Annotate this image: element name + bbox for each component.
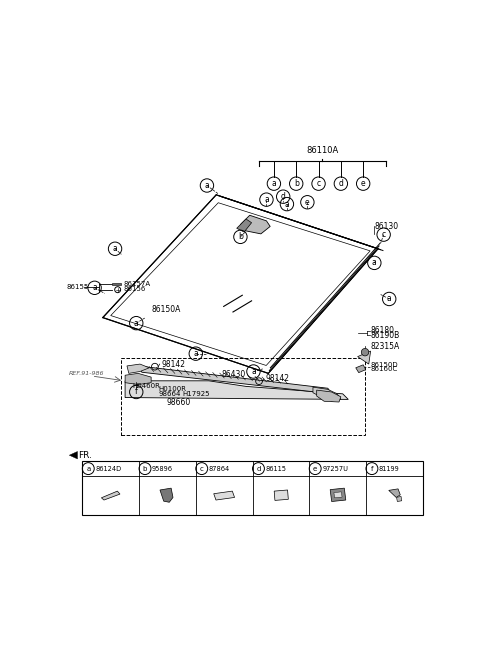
Polygon shape bbox=[214, 491, 235, 500]
Polygon shape bbox=[101, 491, 120, 500]
Text: H17925: H17925 bbox=[183, 391, 210, 397]
Text: 98142: 98142 bbox=[266, 375, 290, 383]
Polygon shape bbox=[138, 366, 332, 394]
Text: f: f bbox=[371, 465, 373, 471]
Text: 81199: 81199 bbox=[379, 465, 400, 471]
Text: d: d bbox=[338, 179, 343, 188]
Polygon shape bbox=[274, 490, 288, 500]
Text: FR.: FR. bbox=[79, 451, 93, 459]
Text: a: a bbox=[134, 318, 139, 328]
Polygon shape bbox=[240, 215, 270, 234]
Text: 86155: 86155 bbox=[67, 284, 89, 290]
Text: c: c bbox=[200, 465, 204, 471]
Text: 87864: 87864 bbox=[209, 465, 230, 471]
Polygon shape bbox=[125, 373, 151, 385]
Text: 86115: 86115 bbox=[265, 465, 287, 471]
Text: 86150D: 86150D bbox=[371, 362, 398, 368]
Text: 86160C: 86160C bbox=[371, 366, 398, 372]
Text: 98664: 98664 bbox=[158, 391, 181, 397]
Bar bbox=[112, 283, 121, 285]
Text: H0100R: H0100R bbox=[158, 387, 187, 393]
Text: f: f bbox=[135, 387, 138, 397]
Text: e: e bbox=[313, 465, 317, 471]
Polygon shape bbox=[356, 365, 366, 373]
Text: 86124D: 86124D bbox=[96, 465, 121, 471]
Text: H0460R: H0460R bbox=[132, 383, 160, 389]
Text: a: a bbox=[92, 283, 97, 293]
Polygon shape bbox=[396, 496, 402, 502]
Text: a: a bbox=[113, 244, 118, 254]
Text: REF.91-986: REF.91-986 bbox=[69, 371, 105, 376]
Polygon shape bbox=[334, 492, 342, 498]
Polygon shape bbox=[317, 390, 341, 402]
Polygon shape bbox=[127, 364, 149, 373]
Text: e: e bbox=[305, 198, 310, 207]
Text: a: a bbox=[86, 465, 90, 471]
Text: a: a bbox=[387, 295, 392, 303]
Text: 86150A: 86150A bbox=[151, 305, 180, 314]
Text: a: a bbox=[264, 195, 269, 204]
Text: 86130: 86130 bbox=[374, 222, 398, 231]
Text: b: b bbox=[143, 465, 147, 471]
Polygon shape bbox=[330, 488, 346, 502]
Text: 95896: 95896 bbox=[152, 465, 173, 471]
Text: 86190B: 86190B bbox=[371, 330, 400, 340]
Text: 97257U: 97257U bbox=[322, 465, 348, 471]
Text: 82315A: 82315A bbox=[371, 342, 400, 351]
Polygon shape bbox=[389, 489, 400, 497]
Text: d: d bbox=[256, 465, 261, 471]
Text: c: c bbox=[316, 179, 321, 188]
Text: 86180: 86180 bbox=[371, 326, 395, 335]
Text: a: a bbox=[251, 367, 256, 376]
Text: a: a bbox=[372, 258, 377, 267]
Text: b: b bbox=[238, 232, 243, 242]
Polygon shape bbox=[160, 488, 173, 502]
Text: c: c bbox=[382, 230, 386, 239]
Text: 86156: 86156 bbox=[123, 285, 145, 291]
Polygon shape bbox=[69, 451, 77, 459]
Text: a: a bbox=[204, 181, 209, 190]
Circle shape bbox=[361, 348, 369, 356]
Text: 86110A: 86110A bbox=[306, 146, 338, 155]
Polygon shape bbox=[313, 387, 341, 401]
Bar bbox=[121, 359, 365, 435]
Bar bbox=[83, 461, 423, 515]
Text: 98660: 98660 bbox=[167, 397, 191, 406]
Polygon shape bbox=[125, 381, 348, 399]
Text: 86430: 86430 bbox=[222, 369, 246, 379]
Text: 98142: 98142 bbox=[162, 359, 186, 369]
Text: a: a bbox=[193, 349, 198, 358]
Text: e: e bbox=[361, 179, 365, 188]
Text: a: a bbox=[285, 200, 289, 209]
Text: 86157A: 86157A bbox=[123, 281, 150, 287]
Polygon shape bbox=[237, 219, 252, 232]
Polygon shape bbox=[358, 351, 371, 364]
Text: d: d bbox=[281, 192, 286, 201]
Text: a: a bbox=[272, 179, 276, 188]
Text: b: b bbox=[294, 179, 299, 188]
